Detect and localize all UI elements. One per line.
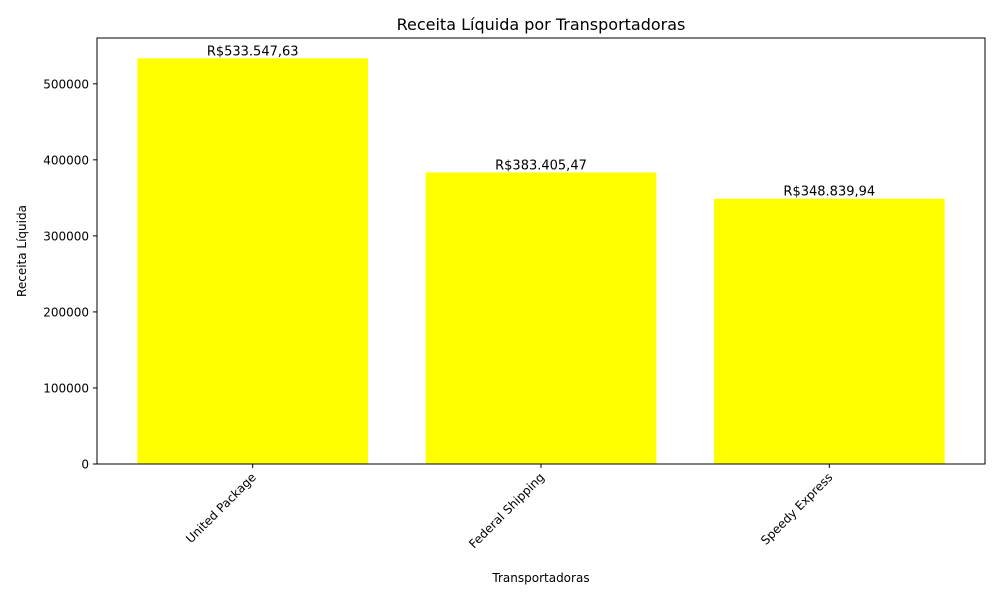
value-labels-layer: R$533.547,63 R$383.405,47 R$348.839,94 [207, 44, 875, 199]
bars-layer [137, 58, 945, 464]
y-axis-label: Receita Líquida [15, 205, 29, 297]
bar-speedy-express [713, 198, 945, 464]
chart-title: Receita Líquida por Transportadoras [397, 15, 686, 34]
x-tick-label: Federal Shipping [466, 470, 547, 551]
bar-value-label: R$383.405,47 [495, 158, 587, 173]
y-tick-label: 100000 [43, 381, 89, 395]
x-tick-label: United Package [183, 470, 259, 546]
x-axis-label: Transportadoras [491, 571, 589, 585]
y-tick-label: 500000 [43, 77, 89, 91]
bar-value-label: R$348.839,94 [783, 185, 875, 200]
y-axis-ticks: 0 100000 200000 300000 400000 500000 [43, 77, 97, 472]
y-tick-label: 300000 [43, 229, 89, 243]
y-tick-label: 0 [81, 458, 89, 472]
bar-united-package [137, 58, 369, 464]
bar-federal-shipping [425, 172, 657, 464]
x-tick-label: Speedy Express [758, 470, 835, 547]
y-tick-label: 400000 [43, 153, 89, 167]
bar-value-label: R$533.547,63 [207, 44, 299, 59]
x-axis-ticks: United Package Federal Shipping Speedy Exp… [183, 464, 835, 551]
y-tick-label: 200000 [43, 305, 89, 319]
